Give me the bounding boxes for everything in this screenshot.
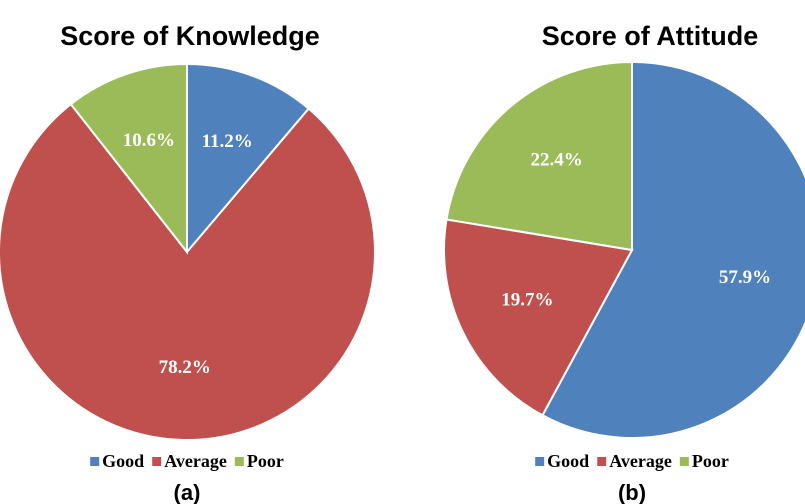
legend-label: Average [164,451,227,471]
chart-title: Score of Attitude [542,21,759,51]
data-label: 57.9% [719,267,771,288]
pie-slice [541,60,805,439]
legend-swatch [597,457,607,466]
panel-label: (b) [618,480,646,504]
legend-label: Poor [692,451,729,471]
legend-label: Poor [247,451,284,471]
legend-swatch [679,457,689,466]
legend-label: Average [609,451,672,471]
data-label: 19.7% [501,290,553,311]
panel-label: (a) [174,480,201,504]
legend-label: Good [547,451,589,471]
legend-swatch [152,457,162,466]
legend-swatch [535,457,545,466]
legend-label: Good [102,451,144,471]
pie-slice [443,218,634,417]
chart-title: Score of Knowledge [60,21,320,51]
pie-slice [69,62,188,255]
legend-swatch [90,457,100,466]
data-label: 22.4% [530,149,582,170]
pie-slice [0,102,376,441]
data-label: 78.2% [159,357,211,378]
pie-slice [186,62,311,255]
legend-swatch [234,457,244,466]
data-label: 10.6% [123,130,175,151]
pie-slice [445,60,633,252]
data-label: 11.2% [202,131,253,152]
